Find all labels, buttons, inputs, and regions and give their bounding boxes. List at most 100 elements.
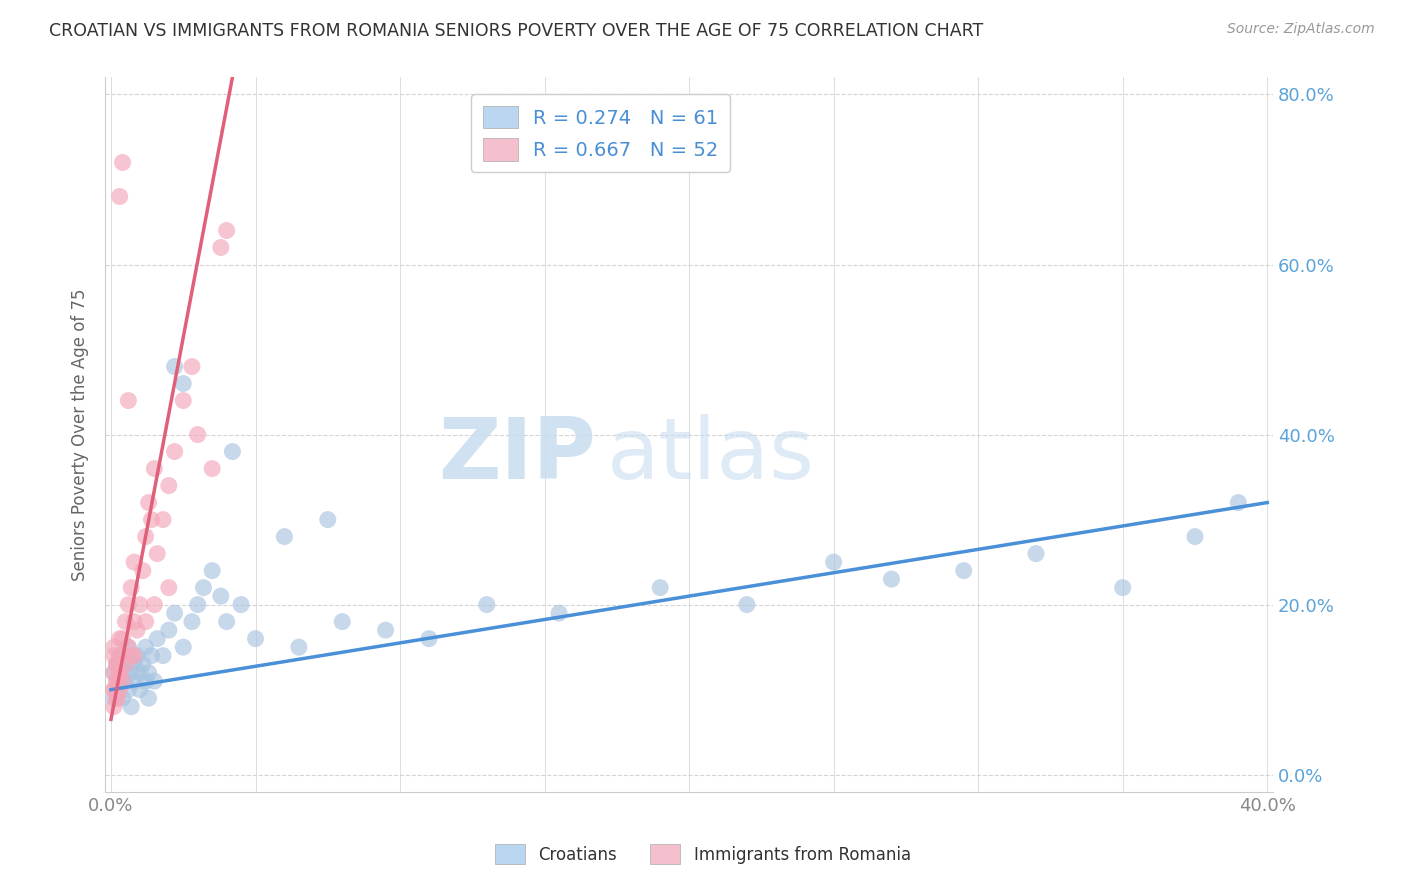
Point: [215, 615, 238, 629]
Point: [105, 657, 128, 672]
Point: [103, 682, 125, 697]
Point: [129, 665, 152, 680]
Point: [135, 674, 157, 689]
Point: [1184, 530, 1206, 544]
Point: [105, 691, 128, 706]
Point: [108, 632, 131, 646]
Point: [735, 598, 758, 612]
Point: [111, 691, 134, 706]
Point: [120, 665, 142, 680]
Point: [181, 359, 204, 374]
Point: [103, 640, 125, 655]
Point: [122, 615, 145, 629]
Point: [117, 393, 139, 408]
Point: [114, 657, 136, 672]
Point: [108, 648, 131, 663]
Point: [108, 665, 131, 680]
Point: [143, 598, 166, 612]
Point: [229, 598, 252, 612]
Point: [201, 564, 224, 578]
Point: [111, 674, 134, 689]
Point: [157, 581, 180, 595]
Point: [111, 665, 134, 680]
Point: [117, 640, 139, 655]
Point: [215, 223, 238, 237]
Text: ZIP: ZIP: [437, 415, 596, 498]
Point: [650, 581, 672, 595]
Point: [105, 674, 128, 689]
Point: [138, 691, 160, 706]
Point: [172, 376, 194, 391]
Point: [172, 393, 194, 408]
Point: [163, 359, 186, 374]
Point: [108, 674, 131, 689]
Point: [117, 682, 139, 697]
Point: [120, 699, 142, 714]
Point: [103, 665, 125, 680]
Point: [952, 564, 974, 578]
Point: [122, 674, 145, 689]
Point: [117, 640, 139, 655]
Point: [1227, 495, 1250, 509]
Point: [823, 555, 845, 569]
Point: [418, 632, 440, 646]
Point: [125, 648, 148, 663]
Point: [245, 632, 267, 646]
Point: [163, 444, 186, 458]
Point: [209, 589, 232, 603]
Point: [105, 674, 128, 689]
Point: [330, 615, 353, 629]
Point: [108, 682, 131, 697]
Point: [125, 623, 148, 637]
Point: [135, 615, 157, 629]
Point: [163, 606, 186, 620]
Y-axis label: Seniors Poverty Over the Age of 75: Seniors Poverty Over the Age of 75: [72, 288, 89, 581]
Point: [201, 461, 224, 475]
Point: [1025, 547, 1047, 561]
Point: [108, 665, 131, 680]
Point: [129, 682, 152, 697]
Point: [475, 598, 498, 612]
Point: [129, 598, 152, 612]
Point: [221, 444, 243, 458]
Point: [141, 513, 163, 527]
Point: [209, 240, 232, 254]
Point: [172, 640, 194, 655]
Point: [103, 665, 125, 680]
Point: [138, 495, 160, 509]
Point: [193, 581, 215, 595]
Point: [114, 657, 136, 672]
Point: [122, 555, 145, 569]
Point: [122, 648, 145, 663]
Point: [143, 674, 166, 689]
Point: [114, 674, 136, 689]
Point: [146, 547, 169, 561]
Point: [108, 648, 131, 663]
Point: [111, 632, 134, 646]
Point: [374, 623, 396, 637]
Point: [122, 657, 145, 672]
Point: [103, 691, 125, 706]
Legend: Croatians, Immigrants from Romania: Croatians, Immigrants from Romania: [488, 838, 918, 871]
Point: [157, 623, 180, 637]
Point: [548, 606, 571, 620]
Point: [120, 648, 142, 663]
Point: [132, 564, 155, 578]
Point: [103, 699, 125, 714]
Text: CROATIAN VS IMMIGRANTS FROM ROMANIA SENIORS POVERTY OVER THE AGE OF 75 CORRELATI: CROATIAN VS IMMIGRANTS FROM ROMANIA SENI…: [49, 22, 983, 40]
Point: [135, 530, 157, 544]
Text: Source: ZipAtlas.com: Source: ZipAtlas.com: [1227, 22, 1375, 37]
Point: [105, 682, 128, 697]
Point: [132, 657, 155, 672]
Point: [273, 530, 295, 544]
Point: [880, 572, 903, 586]
Point: [135, 640, 157, 655]
Point: [316, 513, 339, 527]
Point: [105, 657, 128, 672]
Point: [187, 427, 209, 442]
Point: [152, 648, 174, 663]
Point: [103, 648, 125, 663]
Point: [152, 513, 174, 527]
Point: [114, 615, 136, 629]
Point: [288, 640, 311, 655]
